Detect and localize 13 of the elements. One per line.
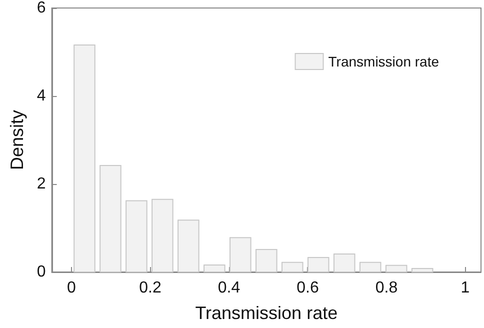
- y-tick-label: 6: [36, 0, 46, 16]
- x-tick-label: 0.4: [218, 280, 240, 296]
- x-tick-label: 1: [460, 280, 470, 296]
- y-tick-label: 4: [36, 88, 46, 104]
- x-axis-title: Transmission rate: [195, 303, 338, 323]
- y-axis-title: Density: [7, 110, 27, 170]
- x-tick-label: 0.8: [375, 280, 398, 296]
- x-tick-label: 0: [67, 280, 76, 296]
- x-tick-label: 0.2: [139, 280, 162, 296]
- y-tick-label: 2: [36, 176, 46, 192]
- x-tick-label: 0.6: [296, 280, 319, 296]
- y-tick-label: 0: [36, 264, 46, 280]
- legend-label: Transmission rate: [328, 54, 440, 70]
